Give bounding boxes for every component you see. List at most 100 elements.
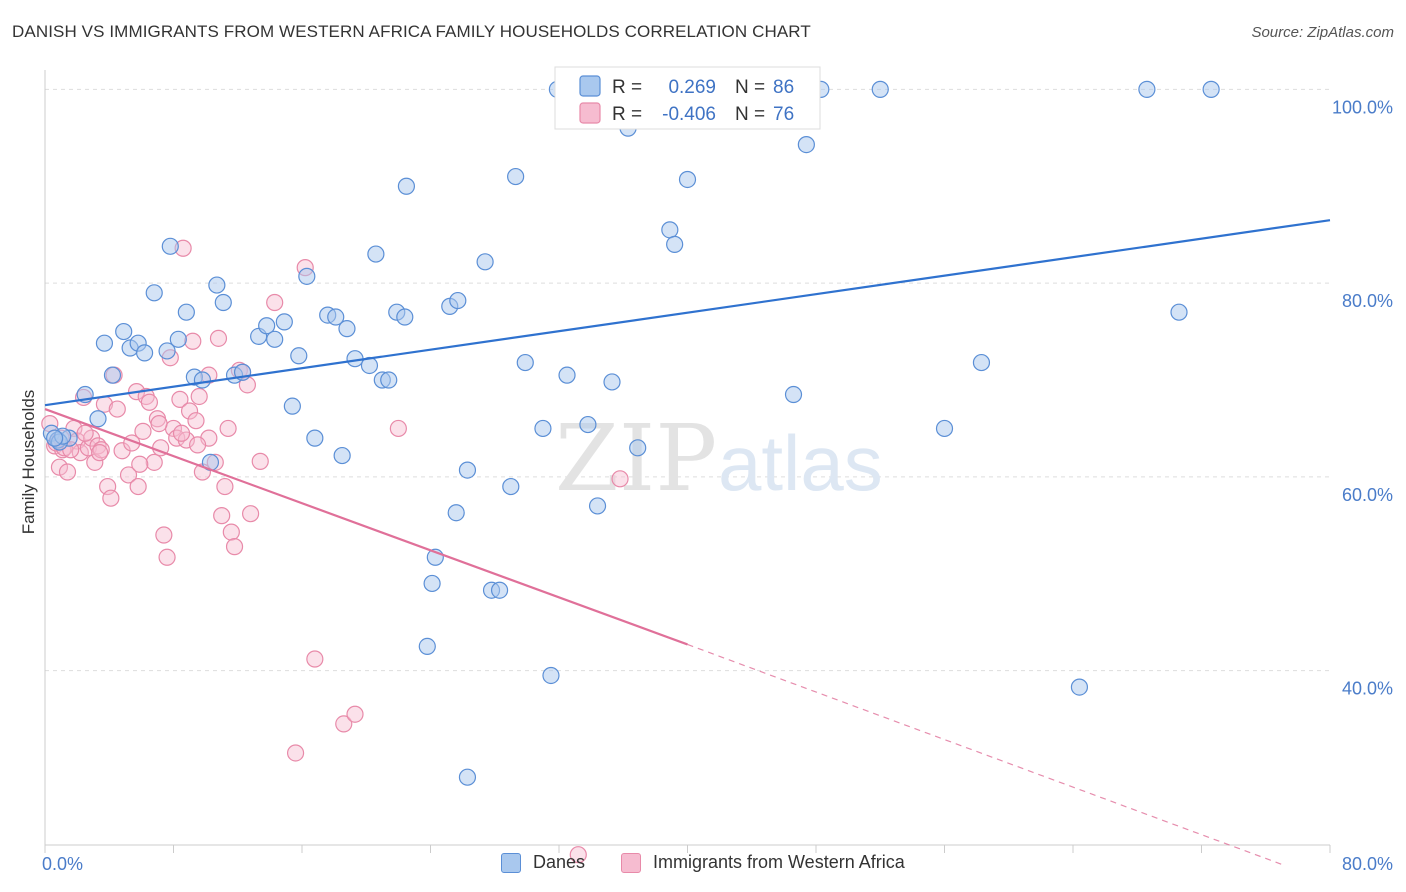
- legend-item-immigrants[interactable]: Immigrants from Western Africa: [621, 852, 905, 873]
- danes-point: [784, 385, 803, 404]
- danes-point: [193, 371, 212, 389]
- danes-point: [449, 291, 467, 310]
- immigrants-point: [131, 455, 149, 473]
- trend-lines: [44, 219, 1331, 865]
- immigrants-point: [145, 453, 163, 471]
- immigrants-point: [187, 412, 205, 430]
- danes-point: [145, 284, 163, 302]
- legend-label-danes: Danes: [533, 852, 586, 872]
- axes: [44, 70, 1331, 853]
- tick-labels: 40.0% 60.0% 80.0% 100.0% 0.0% 80.0%: [42, 97, 1393, 874]
- immigrants-point: [184, 332, 202, 350]
- danes-point: [871, 80, 889, 98]
- danes-point: [135, 344, 154, 362]
- danes-point: [1202, 80, 1220, 98]
- danes-point: [266, 330, 284, 348]
- danes-point: [507, 167, 525, 186]
- danes-point: [418, 637, 436, 656]
- danes-point: [516, 353, 534, 372]
- legend-r-label: R =: [612, 77, 642, 98]
- immigrants-point: [251, 452, 269, 470]
- danes-point: [161, 237, 179, 255]
- legend-swatch-danes: [579, 75, 601, 97]
- immigrants-point: [569, 846, 587, 864]
- immigrants-point: [306, 650, 324, 668]
- immigrants-point: [216, 477, 234, 496]
- x-tick-label: 80.0%: [1342, 854, 1393, 874]
- danes-point: [972, 353, 991, 372]
- immigrants-point: [225, 538, 244, 556]
- immigrants-point: [119, 466, 138, 484]
- immigrants-point: [50, 458, 69, 476]
- danes-point: [678, 170, 697, 189]
- immigrants-point: [108, 400, 126, 418]
- immigrants-point: [71, 444, 89, 462]
- immigrants-point: [389, 419, 407, 438]
- y-tick-label: 40.0%: [1342, 679, 1393, 699]
- immigrants-point: [335, 715, 353, 733]
- legend-swatch-immigrants: [579, 102, 601, 124]
- immigrants-point: [158, 548, 176, 566]
- danes-point: [290, 347, 308, 365]
- legend-r-value: 0.269: [668, 77, 716, 98]
- danes-point: [103, 366, 122, 384]
- danes-point: [588, 497, 607, 515]
- danes-points: [42, 80, 1220, 786]
- source-label: Source: ZipAtlas.com: [1251, 24, 1394, 41]
- danes-point: [458, 461, 477, 479]
- immigrants-trend-extension: [687, 643, 1283, 865]
- immigrants-point: [155, 526, 173, 544]
- legend-item-danes[interactable]: Danes: [501, 852, 585, 873]
- danes-point: [380, 371, 398, 389]
- danes-trend-line: [44, 219, 1331, 407]
- immigrants-point: [213, 507, 231, 525]
- legend-swatch-danes: [501, 852, 521, 873]
- y-tick-label: 80.0%: [1342, 291, 1393, 311]
- danes-point: [935, 419, 954, 438]
- immigrants-point: [219, 419, 237, 438]
- immigrants-point: [140, 393, 159, 411]
- danes-point: [603, 373, 621, 391]
- immigrants-point: [76, 424, 94, 442]
- immigrants-point: [92, 441, 110, 459]
- immigrants-point: [190, 387, 208, 406]
- danes-point: [797, 135, 815, 154]
- immigrants-point: [209, 329, 228, 347]
- immigrants-point: [188, 436, 207, 454]
- danes-point: [208, 276, 226, 294]
- legend-n-label: N =: [735, 104, 765, 125]
- danes-point: [558, 366, 576, 384]
- danes-point: [1138, 80, 1156, 98]
- legend-r-label: R =: [612, 104, 642, 125]
- danes-point: [447, 504, 465, 522]
- danes-point: [275, 313, 293, 331]
- immigrants-point: [58, 463, 77, 481]
- danes-point: [490, 581, 509, 599]
- immigrants-point: [611, 470, 629, 488]
- danes-point: [476, 253, 494, 271]
- y-tick-label: 100.0%: [1332, 97, 1393, 117]
- danes-point: [1070, 678, 1089, 696]
- danes-point: [542, 666, 560, 685]
- danes-point: [89, 410, 107, 428]
- immigrants-point: [286, 744, 305, 762]
- immigrants-point: [102, 489, 120, 507]
- immigrants-point: [222, 523, 240, 541]
- danes-point: [283, 397, 301, 415]
- legend-bottom: Danes Immigrants from Western Africa: [0, 852, 1406, 878]
- danes-point: [169, 330, 187, 348]
- danes-point: [502, 477, 520, 496]
- legend-n-value: 86: [773, 77, 794, 98]
- danes-point: [661, 221, 679, 239]
- immigrants-point: [129, 477, 147, 496]
- chart-title: DANISH VS IMMIGRANTS FROM WESTERN AFRICA…: [12, 22, 811, 41]
- immigrants-point: [91, 444, 109, 462]
- watermark-zip: ZIP: [555, 405, 717, 512]
- danes-point: [367, 245, 385, 263]
- immigrants-point: [150, 414, 168, 433]
- legend-n-value: 76: [773, 104, 794, 125]
- x-tick-label: 0.0%: [42, 854, 83, 874]
- danes-point: [115, 322, 133, 341]
- danes-point: [458, 768, 477, 786]
